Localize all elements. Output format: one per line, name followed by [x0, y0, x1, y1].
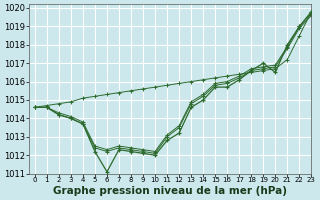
- X-axis label: Graphe pression niveau de la mer (hPa): Graphe pression niveau de la mer (hPa): [53, 186, 287, 196]
